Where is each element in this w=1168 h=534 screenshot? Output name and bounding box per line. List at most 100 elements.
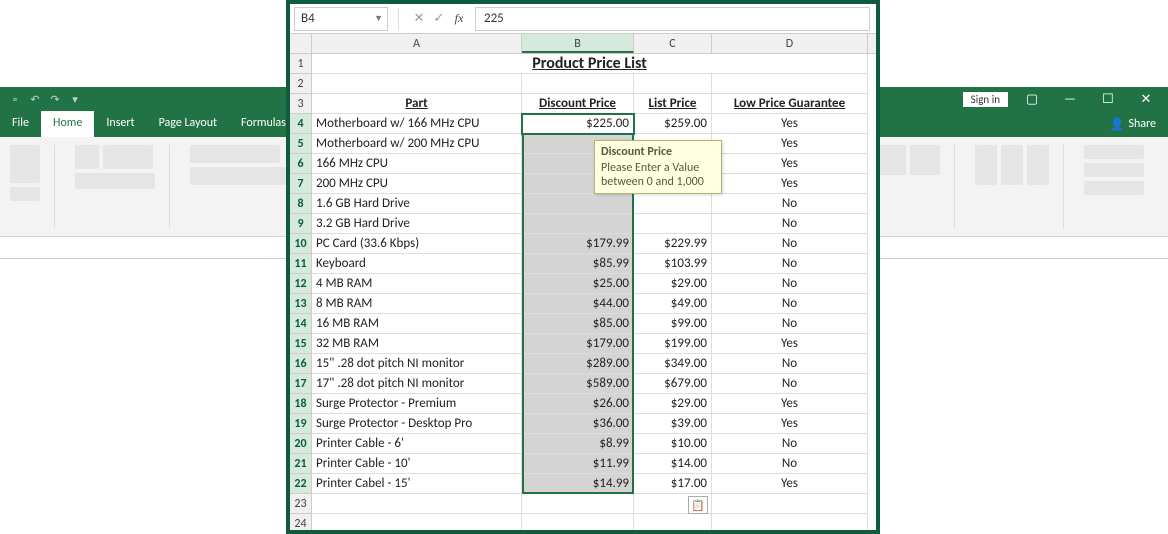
cell-list-price[interactable]: $199.00	[634, 334, 712, 354]
row-header[interactable]: 9	[290, 214, 312, 234]
cell-low-price-guarantee[interactable]: Yes	[712, 174, 868, 194]
tab-home[interactable]: Home	[41, 111, 94, 137]
tab-file[interactable]: File	[0, 111, 41, 137]
cell-low-price-guarantee[interactable]: Yes	[712, 154, 868, 174]
cell-list-price[interactable]	[634, 194, 712, 214]
name-box[interactable]: B4 ▼	[294, 7, 388, 31]
column-header-c[interactable]: C	[634, 34, 712, 53]
row-header[interactable]: 6	[290, 154, 312, 174]
cell-discount-price[interactable]: $589.00	[522, 374, 634, 394]
cell-part[interactable]: Printer Cable - 6'	[312, 434, 522, 454]
maximize-icon[interactable]: ☐	[1094, 92, 1122, 107]
cell-list-price[interactable]: $103.99	[634, 254, 712, 274]
cell-list-price[interactable]: $14.00	[634, 454, 712, 474]
cell-part[interactable]: 3.2 GB Hard Drive	[312, 214, 522, 234]
row-header[interactable]: 4	[290, 114, 312, 134]
cell-list-price[interactable]	[634, 214, 712, 234]
cell-part[interactable]: 200 MHz CPU	[312, 174, 522, 194]
save-icon[interactable]: ▫	[8, 92, 22, 106]
cancel-icon[interactable]: ✕	[409, 11, 429, 26]
cell-list-price[interactable]: $99.00	[634, 314, 712, 334]
header-discount-price[interactable]: Discount Price	[522, 94, 634, 114]
cell-discount-price[interactable]: $25.00	[522, 274, 634, 294]
row-header[interactable]: 7	[290, 174, 312, 194]
cell-discount-price[interactable]	[522, 194, 634, 214]
row-header[interactable]: 23	[290, 494, 312, 514]
cell-part[interactable]: Surge Protector - Premium	[312, 394, 522, 414]
cell-list-price[interactable]: $49.00	[634, 294, 712, 314]
cell-part[interactable]: Printer Cabel - 15'	[312, 474, 522, 494]
cell-part[interactable]: 32 MB RAM	[312, 334, 522, 354]
cell-part[interactable]: 17" .28 dot pitch NI monitor	[312, 374, 522, 394]
row-header[interactable]: 11	[290, 254, 312, 274]
cell-part[interactable]: Motherboard w/ 200 MHz CPU	[312, 134, 522, 154]
cell-low-price-guarantee[interactable]: Yes	[712, 394, 868, 414]
fx-icon[interactable]: fx	[449, 11, 469, 26]
cell-discount-price[interactable]: $85.99	[522, 254, 634, 274]
cell-low-price-guarantee[interactable]: No	[712, 434, 868, 454]
cell-list-price[interactable]: $259.00	[634, 114, 712, 134]
cell-discount-price[interactable]: $8.99	[522, 434, 634, 454]
row-header[interactable]: 8	[290, 194, 312, 214]
formula-input[interactable]: 225	[475, 7, 870, 31]
cell-discount-price[interactable]: $289.00	[522, 354, 634, 374]
row-header[interactable]: 20	[290, 434, 312, 454]
cell-part[interactable]: 166 MHz CPU	[312, 154, 522, 174]
cell[interactable]	[522, 514, 634, 530]
cell-low-price-guarantee[interactable]: Yes	[712, 134, 868, 154]
redo-icon[interactable]: ↷	[48, 92, 62, 106]
cell-low-price-guarantee[interactable]: No	[712, 194, 868, 214]
cell-discount-price[interactable]: $44.00	[522, 294, 634, 314]
cell[interactable]	[712, 74, 868, 94]
column-header-b[interactable]: B	[522, 34, 634, 53]
tab-insert[interactable]: Insert	[94, 111, 146, 137]
cell-part[interactable]: 15" .28 dot pitch NI monitor	[312, 354, 522, 374]
cell-part[interactable]: Keyboard	[312, 254, 522, 274]
cell-low-price-guarantee[interactable]: No	[712, 294, 868, 314]
enter-icon[interactable]: ✓	[429, 11, 449, 26]
cell-low-price-guarantee[interactable]: No	[712, 254, 868, 274]
row-header[interactable]: 1	[290, 54, 312, 74]
row-header[interactable]: 19	[290, 414, 312, 434]
cell[interactable]	[312, 494, 522, 514]
row-header[interactable]: 12	[290, 274, 312, 294]
cell-low-price-guarantee[interactable]: No	[712, 354, 868, 374]
cell-discount-price[interactable]: $85.00	[522, 314, 634, 334]
minimize-icon[interactable]: —	[1056, 92, 1084, 107]
cell-part[interactable]: PC Card (33.6 Kbps)	[312, 234, 522, 254]
cell-list-price[interactable]: $29.00	[634, 274, 712, 294]
ribbon-options-icon[interactable]: ▢	[1018, 92, 1046, 107]
row-header[interactable]: 3	[290, 94, 312, 114]
cell-list-price[interactable]: $29.00	[634, 394, 712, 414]
cell[interactable]	[634, 514, 712, 530]
cell-list-price[interactable]: $229.99	[634, 234, 712, 254]
cell-low-price-guarantee[interactable]: No	[712, 454, 868, 474]
customize-icon[interactable]: ▾	[68, 92, 82, 106]
header-list-price[interactable]: List Price	[634, 94, 712, 114]
cell[interactable]	[312, 74, 522, 94]
cell-part[interactable]: Surge Protector - Desktop Pro	[312, 414, 522, 434]
column-header-a[interactable]: A	[312, 34, 522, 53]
close-icon[interactable]: ✕	[1132, 92, 1160, 107]
cell-low-price-guarantee[interactable]: Yes	[712, 474, 868, 494]
share-button[interactable]: 👤Share	[1097, 111, 1168, 137]
cell[interactable]	[712, 514, 868, 530]
select-all-corner[interactable]	[290, 34, 312, 53]
row-header[interactable]: 22	[290, 474, 312, 494]
row-header[interactable]: 5	[290, 134, 312, 154]
cell-low-price-guarantee[interactable]: No	[712, 374, 868, 394]
cell-part[interactable]: Printer Cable - 10'	[312, 454, 522, 474]
row-header[interactable]: 18	[290, 394, 312, 414]
cell-list-price[interactable]: $10.00	[634, 434, 712, 454]
cell[interactable]	[712, 494, 868, 514]
cell-list-price[interactable]: $349.00	[634, 354, 712, 374]
undo-icon[interactable]: ↶	[28, 92, 42, 106]
cell-list-price[interactable]: $679.00	[634, 374, 712, 394]
cell-discount-price[interactable]: $26.00	[522, 394, 634, 414]
row-header[interactable]: 24	[290, 514, 312, 530]
sign-in-button[interactable]: Sign in	[963, 92, 1008, 107]
cell[interactable]	[522, 494, 634, 514]
header-part[interactable]: Part	[312, 94, 522, 114]
row-header[interactable]: 16	[290, 354, 312, 374]
chevron-down-icon[interactable]: ▼	[374, 13, 383, 24]
